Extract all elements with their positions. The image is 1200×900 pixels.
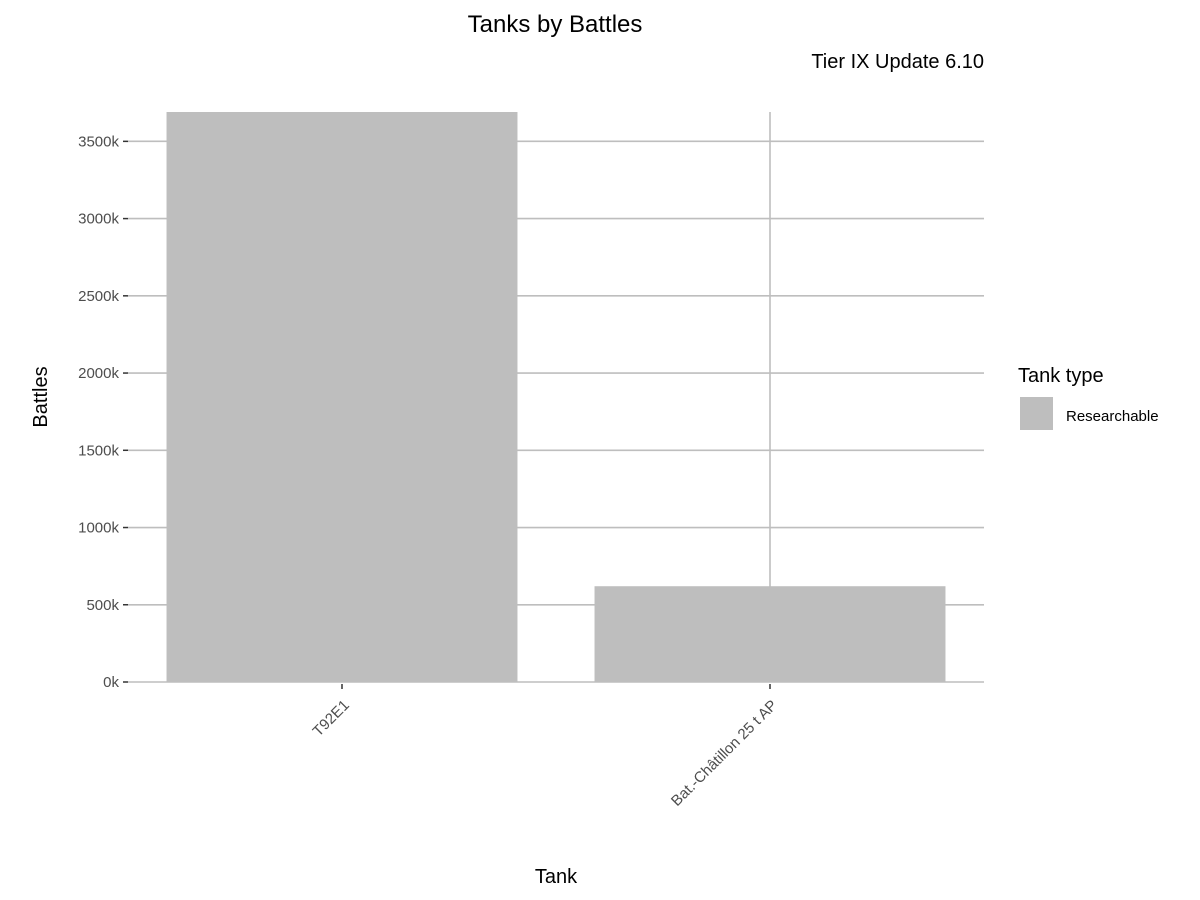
legend-swatch-researchable — [1020, 397, 1053, 430]
x-axis: T92E1 Bat.-Châtillon 25 t AP — [310, 684, 781, 810]
bars — [166, 112, 946, 682]
x-tick-label-0: T92E1 — [310, 697, 353, 740]
y-tick-label-1: 500k — [86, 597, 119, 614]
y-axis: 0k 500k 1000k 1500k 2000k 2500k 3000k 3500k — [78, 133, 128, 691]
y-tick-label-5: 2500k — [78, 288, 119, 305]
bar-0 — [166, 112, 518, 682]
y-tick-label-2: 1000k — [78, 520, 119, 537]
x-tick-label-1: Bat.-Châtillon 25 t AP — [668, 697, 781, 810]
legend-title: Tank type — [1018, 365, 1104, 387]
bar-1 — [594, 586, 946, 682]
y-axis-title: Battles — [30, 366, 52, 427]
y-tick-label-6: 3000k — [78, 211, 119, 228]
chart-subtitle: Tier IX Update 6.10 — [811, 51, 984, 73]
x-axis-title: Tank — [535, 866, 578, 888]
y-tick-label-0: 0k — [103, 674, 119, 691]
y-tick-label-3: 1500k — [78, 442, 119, 459]
chart-title: Tanks by Battles — [468, 11, 643, 38]
legend-label-researchable: Researchable — [1066, 408, 1159, 425]
y-tick-label-7: 3500k — [78, 133, 119, 150]
y-tick-label-4: 2000k — [78, 365, 119, 382]
legend: Tank type Researchable — [1018, 365, 1159, 430]
